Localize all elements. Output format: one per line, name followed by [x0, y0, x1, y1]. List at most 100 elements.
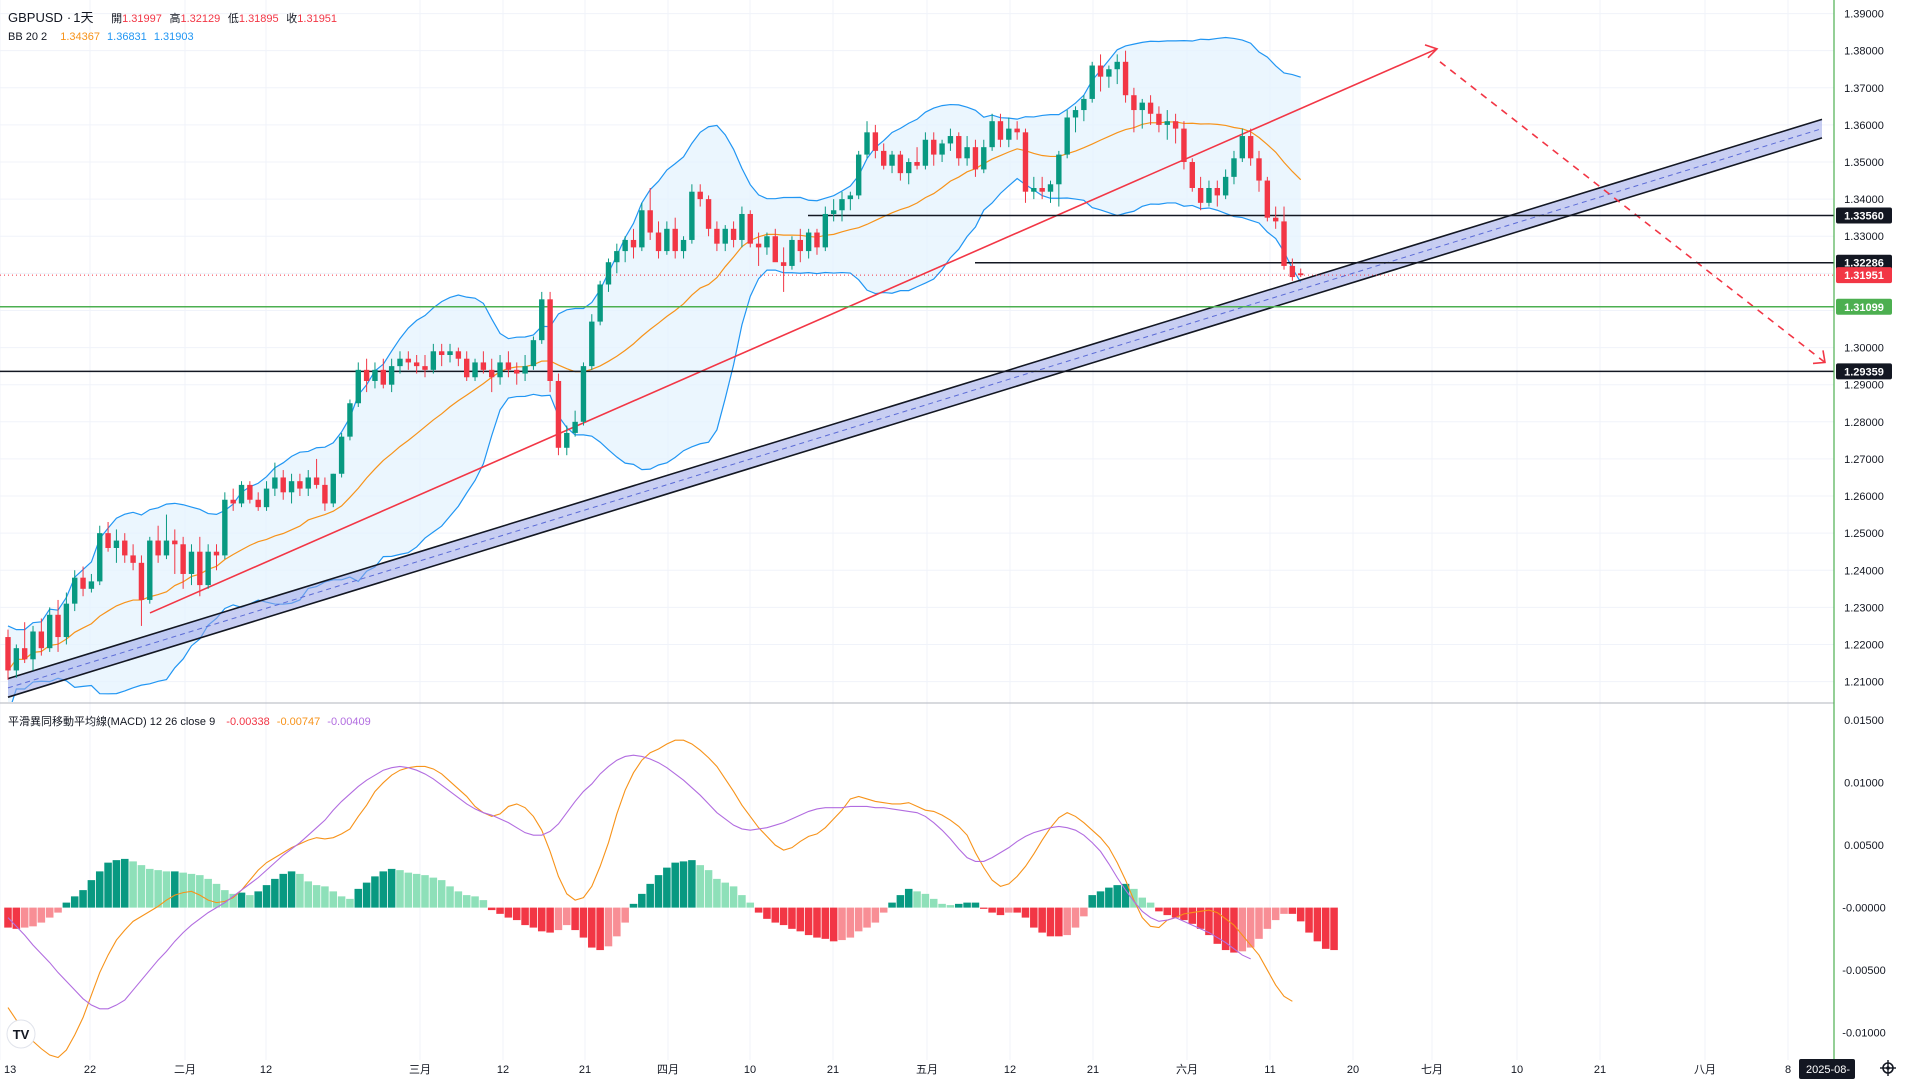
macd-histogram-bar: [796, 907, 805, 932]
close-label: 收: [286, 13, 298, 25]
price-tick-label: 1.23000: [1844, 602, 1884, 614]
price-tick-label: 1.27000: [1844, 454, 1884, 466]
candle-body: [172, 540, 178, 545]
candle-body: [338, 436, 345, 474]
macd-histogram-bar: [137, 865, 146, 908]
macd-histogram-bar: [713, 878, 721, 908]
price-tick-label: 1.28000: [1844, 417, 1884, 429]
symbol-name[interactable]: GBPUSD: [8, 10, 63, 25]
candle-body: [805, 232, 812, 252]
macd-histogram-bar: [179, 872, 187, 908]
macd-histogram-bar: [921, 893, 930, 908]
macd-histogram-bar: [638, 893, 646, 908]
time-tick-label: 8: [1785, 1064, 1791, 1076]
settings-gear-icon[interactable]: [1880, 1060, 1896, 1076]
channel-midline: [7, 128, 1823, 689]
macd-histogram-bar: [1021, 907, 1030, 918]
candle-body: [238, 484, 245, 504]
price-tick-label: 1.24000: [1844, 565, 1884, 577]
macd-histogram-bar: [846, 907, 855, 938]
macd-histogram-bar: [12, 907, 21, 929]
time-tick-label: 四月: [657, 1064, 679, 1076]
macd-histogram-bar: [696, 865, 704, 908]
macd-histogram-bar: [971, 902, 980, 908]
time-cursor-box: [1799, 1059, 1855, 1079]
candle-body: [397, 358, 403, 367]
candle-body: [388, 366, 395, 385]
macd-histogram-bar: [312, 885, 321, 908]
macd-histogram-bar: [813, 907, 821, 938]
candle-body: [772, 236, 778, 263]
macd-histogram-bar: [62, 902, 71, 908]
macd-histogram-bar: [371, 876, 379, 908]
macd-histogram-bar: [1013, 907, 1021, 913]
time-tick-label: 三月: [409, 1064, 431, 1076]
candlesticks: [5, 50, 1304, 680]
candle-body: [205, 551, 211, 586]
macd-histogram-bar: [588, 907, 596, 948]
candle-body: [964, 147, 970, 159]
macd-histogram-bar: [754, 907, 763, 913]
candle-body: [489, 369, 495, 378]
tradingview-logo[interactable]: TV: [6, 1019, 36, 1049]
macd-histogram-bar: [1055, 907, 1063, 937]
macd-histogram-bar: [496, 907, 504, 914]
candle-body: [280, 477, 286, 493]
macd-histogram-bar: [604, 907, 613, 947]
candle-body: [889, 154, 895, 166]
candle-body: [847, 195, 854, 200]
macd-histogram-bar: [45, 907, 54, 918]
price-tick-label: 1.34000: [1844, 194, 1884, 206]
macd-histogram-bar: [412, 873, 421, 908]
candle-body: [230, 499, 236, 504]
candle-body: [122, 540, 128, 556]
bb-basis-value: 1.34367: [60, 31, 100, 43]
candle-body: [1181, 128, 1187, 163]
candle-body: [1047, 184, 1054, 192]
interval-label[interactable]: 1天: [73, 10, 94, 25]
macd-histogram-bar: [296, 873, 304, 908]
candle-body: [80, 577, 86, 589]
macd-histogram-bar: [688, 860, 696, 908]
macd-histogram-bar: [1080, 907, 1088, 917]
macd-axis[interactable]: 0.01500 0.01000 0.00500 -0.00000 -0.00500 -0.…: [1842, 715, 1885, 1039]
macd-tick-label: -0.00500: [1842, 965, 1885, 977]
price-level-label: 1.29359: [1844, 366, 1884, 378]
candle-body: [564, 432, 570, 448]
candle-body: [522, 366, 528, 374]
macd-histogram-bar: [663, 867, 671, 908]
macd-histogram-bar: [596, 907, 604, 951]
candle-body: [472, 362, 478, 378]
candle-body: [922, 139, 929, 166]
macd-histogram-bar: [537, 907, 546, 932]
candle-body: [1231, 158, 1237, 177]
candle-body: [130, 555, 136, 563]
time-axis[interactable]: 13 22 二月 12 三月 12 21 四月 10 21 五月 12 21 六月 11 20 七月 10 21 八月…: [4, 1059, 1855, 1079]
ohlc-legend[interactable]: GBPUSD · 1天 開1.31997 高1.32129 低1.31895 收1.…: [8, 10, 338, 25]
close-value: 1.31951: [297, 13, 338, 25]
time-tick-label: 21: [1087, 1064, 1099, 1076]
signal-line: [7, 754, 1251, 1010]
macd-histogram-bar: [321, 886, 329, 908]
bb-legend[interactable]: BB 20 2 1.34367 1.36831 1.31903: [8, 31, 198, 43]
candle-body: [180, 544, 186, 574]
bb-label: BB 20 2: [8, 31, 48, 43]
macd-histogram-bar: [863, 907, 871, 928]
channel-upper-line: [7, 118, 1823, 680]
candle-body: [864, 132, 870, 155]
macd-histogram-bar: [387, 868, 396, 908]
candle-body: [931, 139, 937, 155]
candle-body: [464, 358, 470, 378]
candle-body: [1089, 65, 1095, 99]
macd-histogram-bar: [487, 907, 496, 911]
candle-body: [1014, 128, 1020, 133]
candle-body: [689, 191, 695, 240]
macd-histogram-bar: [95, 871, 104, 908]
macd-histogram-bar: [1238, 907, 1247, 952]
macd-legend[interactable]: 平滑異同移動平均線(MACD) 12 26 close 9 -0.00338 -…: [8, 713, 375, 729]
macd-histogram-bar: [20, 907, 29, 928]
candle-body: [972, 147, 979, 170]
macd-histogram-bar: [1205, 907, 1213, 936]
candle-body: [213, 551, 220, 556]
